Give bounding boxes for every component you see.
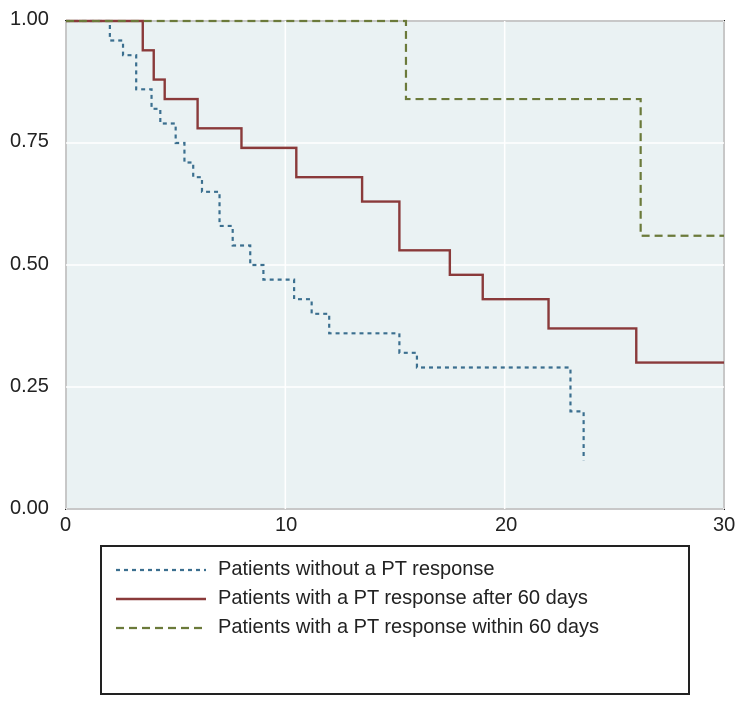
- chart-svg: [66, 21, 724, 509]
- series-within-60: [66, 21, 724, 236]
- ytick-label: 1.00: [10, 8, 49, 31]
- xtick-label: 0: [60, 514, 71, 537]
- ytick-label: 0.25: [10, 375, 49, 398]
- ytick-label: 0.50: [10, 253, 49, 276]
- xtick-label: 10: [275, 514, 297, 537]
- plot-area: [65, 20, 725, 510]
- survival-chart-figure: 0.00 0.25 0.50 0.75 1.00 0 10 20: [0, 0, 750, 715]
- legend-label: Patients without a PT response: [218, 557, 494, 582]
- legend-swatch: [116, 559, 206, 581]
- ytick-label: 0.00: [10, 497, 49, 520]
- legend-item-after-60: Patients with a PT response after 60 day…: [116, 586, 674, 611]
- legend-swatch: [116, 588, 206, 610]
- ytick-label: 0.75: [10, 130, 49, 153]
- series-group: [66, 21, 724, 460]
- legend-swatch: [116, 617, 206, 639]
- xtick-label: 30: [713, 514, 735, 537]
- legend-label: Patients with a PT response after 60 day…: [218, 586, 588, 611]
- series-no-response: [66, 21, 584, 460]
- xtick-label: 20: [495, 514, 517, 537]
- legend: Patients without a PT response Patients …: [100, 545, 690, 695]
- series-after-60: [66, 21, 724, 363]
- legend-item-within-60: Patients with a PT response within 60 da…: [116, 615, 674, 640]
- legend-item-no-response: Patients without a PT response: [116, 557, 674, 582]
- legend-label: Patients with a PT response within 60 da…: [218, 615, 599, 640]
